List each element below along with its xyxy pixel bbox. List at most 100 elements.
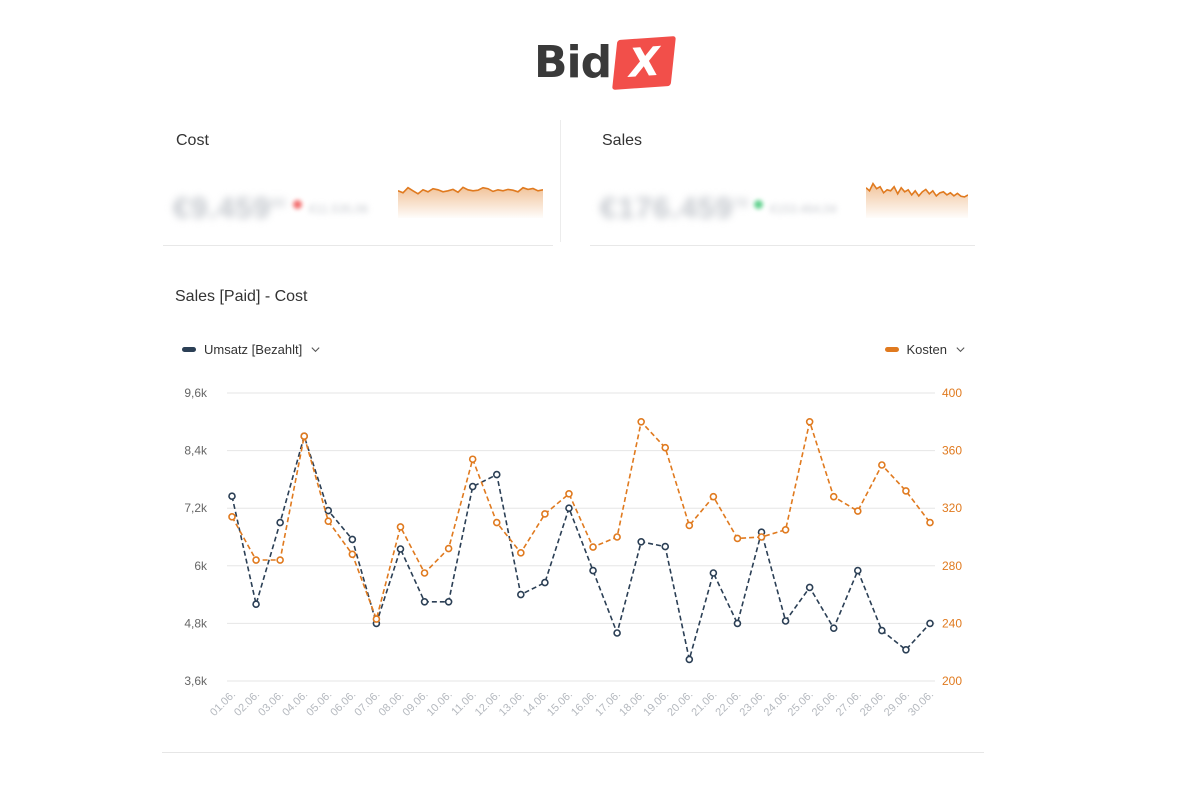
cost-data-point	[565, 490, 573, 498]
cost-data-point	[926, 518, 934, 527]
cost-data-point	[661, 443, 670, 452]
x-tick-label: 29.06.	[882, 689, 912, 719]
legend-cost-swatch	[884, 347, 899, 352]
legend-sales-label: Umsatz [Bezahlt]	[204, 342, 303, 357]
cost-card-title: Cost	[176, 132, 209, 149]
sales-cost-chart-panel: Sales [Paid] - Cost Umsatz [Bezahlt] Kos…	[162, 262, 984, 753]
x-tick-label: 06.06.	[328, 689, 358, 719]
x-tick-label: 26.06.	[810, 689, 840, 719]
sales-data-point	[324, 506, 333, 515]
cost-data-point	[468, 455, 477, 464]
sales-delta: €153.464,04	[770, 202, 837, 216]
cost-data-point	[589, 543, 597, 551]
cost-data-point	[733, 534, 742, 543]
x-tick-label: 12.06.	[473, 689, 503, 719]
cost-data-point	[613, 533, 621, 541]
cost-data-point	[685, 521, 694, 530]
logo-wordmark: Bid	[534, 37, 612, 88]
x-tick-label: 22.06.	[713, 689, 743, 719]
x-tick-label: 25.06.	[786, 689, 816, 719]
x-tick-label: 10.06.	[425, 689, 455, 719]
sales-card[interactable]: Sales €176.45978 €153.464,04	[590, 120, 975, 246]
x-tick-label: 04.06.	[280, 689, 310, 719]
sparkline-area	[398, 187, 543, 218]
cost-data-point	[757, 533, 766, 541]
sales-data-point	[228, 492, 236, 500]
sales-data-point	[902, 645, 910, 654]
sales-series-line	[231, 433, 931, 660]
x-tick-label: 21.06.	[689, 689, 719, 719]
sales-data-point	[492, 470, 501, 479]
y-left-tick: 3,6k	[184, 674, 208, 688]
sales-data-point	[661, 542, 670, 551]
x-tick-label: 01.06.	[208, 689, 238, 719]
y-left-tick: 9,6k	[184, 386, 208, 400]
y-left-tick: 4,8k	[184, 616, 208, 630]
cost-delta: €11.535,06	[309, 202, 369, 216]
x-tick-label: 13.06.	[497, 689, 527, 719]
cost-data-point	[878, 461, 886, 469]
x-tick-label: 05.06.	[304, 689, 334, 719]
cost-data-point	[805, 418, 814, 426]
cost-sparkline	[398, 186, 543, 218]
cost-data-point	[492, 518, 501, 527]
cost-data-point	[396, 523, 405, 531]
y-left-tick: 8,4k	[184, 444, 208, 458]
bidx-logo: Bid X	[534, 33, 677, 93]
y-left-tick: 6k	[194, 559, 208, 573]
sparkline-line	[866, 182, 968, 198]
cost-data-point	[252, 556, 260, 564]
sales-data-point	[444, 597, 453, 606]
sales-data-point	[468, 482, 477, 491]
cost-data-point	[444, 544, 453, 553]
cost-data-point	[420, 569, 429, 577]
x-tick-label: 23.06.	[738, 689, 768, 719]
sales-data-point	[853, 566, 862, 575]
sales-data-point	[637, 537, 645, 546]
cost-data-point	[709, 492, 718, 501]
legend-sales-swatch	[182, 347, 196, 352]
x-tick-label: 03.06.	[256, 689, 286, 719]
cost-data-point	[541, 510, 549, 518]
sales-data-point	[733, 619, 742, 628]
sales-data-point	[396, 545, 405, 553]
x-tick-label: 19.06.	[641, 689, 671, 719]
x-tick-label: 15.06.	[545, 689, 575, 719]
y-right-tick: 360	[942, 444, 962, 458]
sales-data-point	[420, 597, 429, 606]
x-tick-label: 28.06.	[858, 689, 888, 719]
cost-data-point	[637, 418, 645, 426]
sales-sparkline	[866, 182, 968, 218]
x-tick-label: 17.06.	[593, 689, 623, 719]
chart-title: Sales [Paid] - Cost	[175, 288, 308, 305]
sales-data-point	[805, 583, 814, 592]
chevron-down-icon	[311, 347, 320, 353]
sales-data-point	[517, 590, 525, 599]
sales-value: €176.45978	[600, 192, 749, 225]
cost-card[interactable]: Cost €9.45900 €11.535,06	[163, 120, 553, 246]
cost-data-point	[324, 517, 333, 525]
cost-data-point	[300, 432, 309, 440]
sales-data-point	[276, 518, 284, 527]
logo-x-letter: X	[627, 39, 661, 87]
dual-axis-line-chart: 9,6k 400 8,4k 360 7,2k 320 6k 280 4,8k 240 3,6k 200…	[184, 386, 962, 719]
chevron-down-icon	[956, 347, 965, 353]
x-tick-label: 02.06.	[232, 689, 262, 719]
cost-data-point	[372, 615, 381, 623]
legend-cost-dropdown[interactable]: Kosten	[884, 342, 966, 357]
sales-data-point	[252, 600, 260, 609]
sales-data-point	[541, 578, 549, 587]
y-right-tick: 240	[942, 616, 962, 630]
x-tick-label: 27.06.	[834, 689, 864, 719]
sales-data-point	[613, 629, 621, 637]
cost-value: €9.45900	[173, 192, 287, 225]
legend-sales-dropdown[interactable]: Umsatz [Bezahlt]	[182, 342, 321, 357]
sales-data-point	[565, 504, 573, 512]
y-right-tick: 400	[942, 386, 962, 400]
sales-data-point	[781, 617, 790, 625]
sales-card-title: Sales	[602, 132, 643, 149]
y-right-tick: 200	[942, 674, 962, 688]
x-tick-label: 30.06.	[906, 689, 936, 719]
y-right-tick: 320	[942, 501, 962, 515]
x-tick-label: 24.06.	[762, 689, 792, 719]
